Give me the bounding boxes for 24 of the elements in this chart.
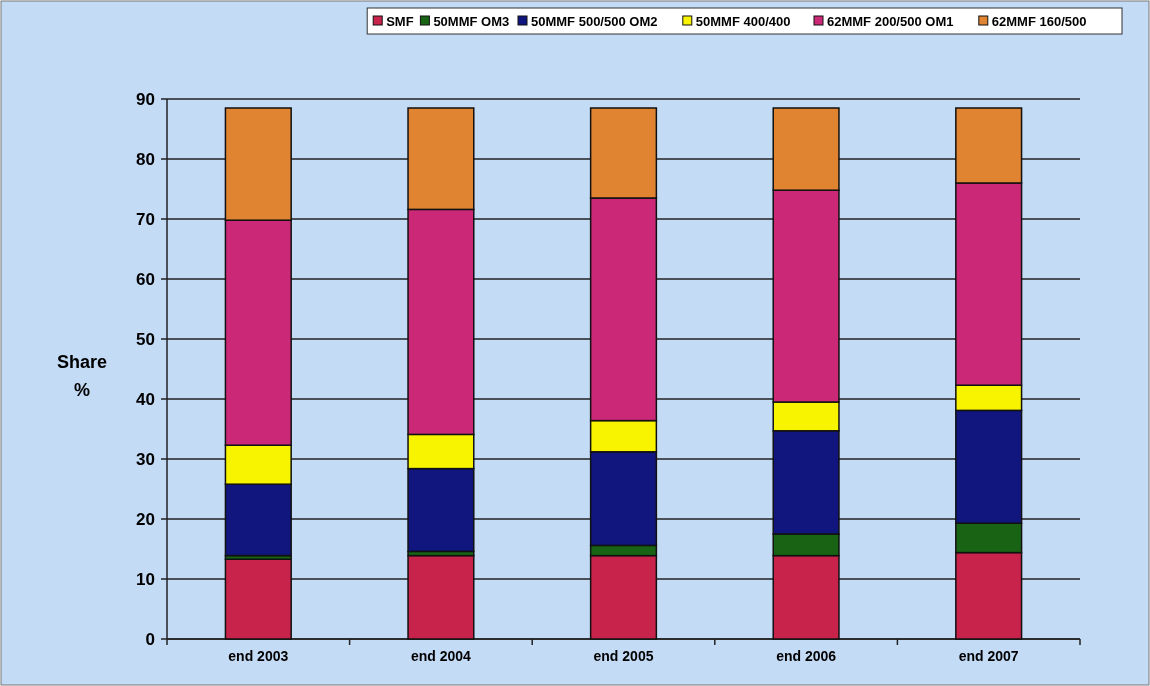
x-tick-label: end 2005 (593, 648, 654, 664)
x-tick-label: end 2006 (776, 648, 837, 664)
y-tick-label: 0 (145, 629, 155, 649)
y-tick-label: 40 (136, 389, 155, 409)
bar (224, 558, 292, 640)
y-tick-label: 30 (136, 449, 155, 469)
y-axis-title: Share % (56, 352, 108, 400)
legend-label: 50MMF 400/400 (695, 14, 791, 29)
y-tick-label: 10 (136, 569, 155, 589)
y-tick-label: 80 (136, 149, 155, 169)
legend-label: 50MMF 500/500 OM2 (531, 14, 658, 29)
y-tick-label: 60 (136, 269, 155, 289)
y-tick-label: 20 (136, 509, 155, 529)
x-tick-label: end 2007 (958, 648, 1019, 664)
y-tick-label: 50 (136, 329, 155, 349)
legend-label: 62MMF 160/500 (991, 14, 1087, 29)
y-tick-label: 90 (136, 89, 155, 109)
legend-label: 62MMF 200/500 OM1 (827, 14, 954, 29)
legend-label: 50MMF OM3 (433, 14, 510, 29)
y-tick-label: 70 (136, 209, 155, 229)
x-tick-label: end 2004 (410, 648, 472, 664)
x-tick-label: end 2003 (228, 648, 289, 664)
legend-label: SMF (386, 14, 414, 29)
bar (407, 554, 475, 640)
